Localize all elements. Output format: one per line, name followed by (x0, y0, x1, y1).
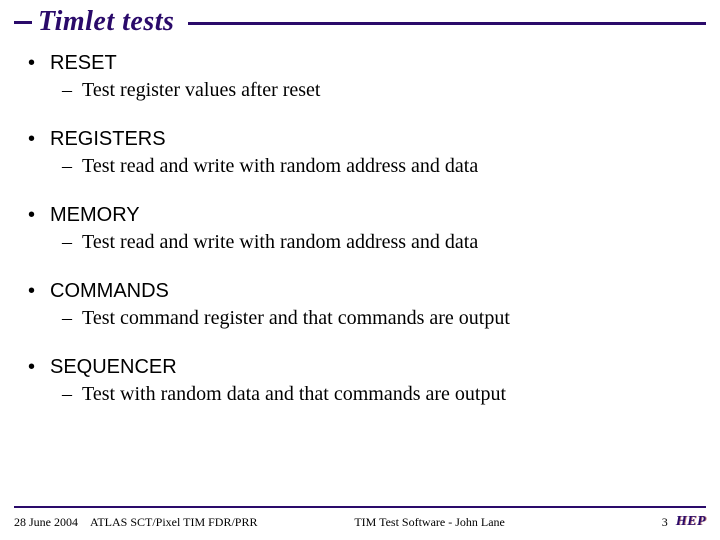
dash-icon: – (62, 155, 82, 178)
item-sub: Test read and write with random address … (82, 231, 478, 254)
item-sub: Test command register and that commands … (82, 307, 510, 330)
bullet-dot-icon: • (28, 280, 50, 303)
title-rule-right (188, 22, 706, 25)
level2-row: – Test command register and that command… (62, 307, 692, 330)
title-row: Timlet tests (0, 0, 720, 38)
level2-row: – Test register values after reset (62, 79, 692, 102)
dash-icon: – (62, 231, 82, 254)
item-heading: REGISTERS (50, 128, 166, 151)
item-heading: RESET (50, 52, 117, 75)
bullet-item: • MEMORY – Test read and write with rand… (28, 204, 692, 254)
dash-icon: – (62, 383, 82, 406)
bullet-item: • COMMANDS – Test command register and t… (28, 280, 692, 330)
level1-row: • COMMANDS (28, 280, 692, 303)
item-sub: Test read and write with random address … (82, 155, 478, 178)
item-sub: Test with random data and that commands … (82, 383, 506, 406)
bullet-dot-icon: • (28, 128, 50, 151)
footer: 28 June 2004 ATLAS SCT/Pixel TIM FDR/PRR… (0, 506, 720, 530)
hep-logo-icon: HEP (676, 514, 706, 530)
footer-page-number: 3 (662, 515, 668, 530)
bullet-item: • SEQUENCER – Test with random data and … (28, 356, 692, 406)
item-sub: Test register values after reset (82, 79, 321, 102)
item-heading: COMMANDS (50, 280, 169, 303)
dash-icon: – (62, 79, 82, 102)
level1-row: • MEMORY (28, 204, 692, 227)
level1-row: • REGISTERS (28, 128, 692, 151)
bullet-dot-icon: • (28, 204, 50, 227)
dash-icon: – (62, 307, 82, 330)
bullet-dot-icon: • (28, 52, 50, 75)
slide-title: Timlet tests (38, 6, 174, 38)
level1-row: • SEQUENCER (28, 356, 692, 379)
level2-row: – Test read and write with random addres… (62, 231, 692, 254)
item-heading: SEQUENCER (50, 356, 177, 379)
item-heading: MEMORY (50, 204, 140, 227)
slide: Timlet tests • RESET – Test register val… (0, 0, 720, 540)
title-dash-left (14, 21, 32, 24)
bullet-item: • RESET – Test register values after res… (28, 52, 692, 102)
footer-center: TIM Test Software - John Lane (197, 515, 661, 530)
bullet-item: • REGISTERS – Test read and write with r… (28, 128, 692, 178)
content: • RESET – Test register values after res… (0, 38, 720, 406)
bullet-dot-icon: • (28, 356, 50, 379)
footer-date: 28 June 2004 (14, 515, 78, 530)
footer-row: 28 June 2004 ATLAS SCT/Pixel TIM FDR/PRR… (14, 514, 706, 530)
level2-row: – Test read and write with random addres… (62, 155, 692, 178)
level1-row: • RESET (28, 52, 692, 75)
footer-rule (14, 506, 706, 508)
level2-row: – Test with random data and that command… (62, 383, 692, 406)
